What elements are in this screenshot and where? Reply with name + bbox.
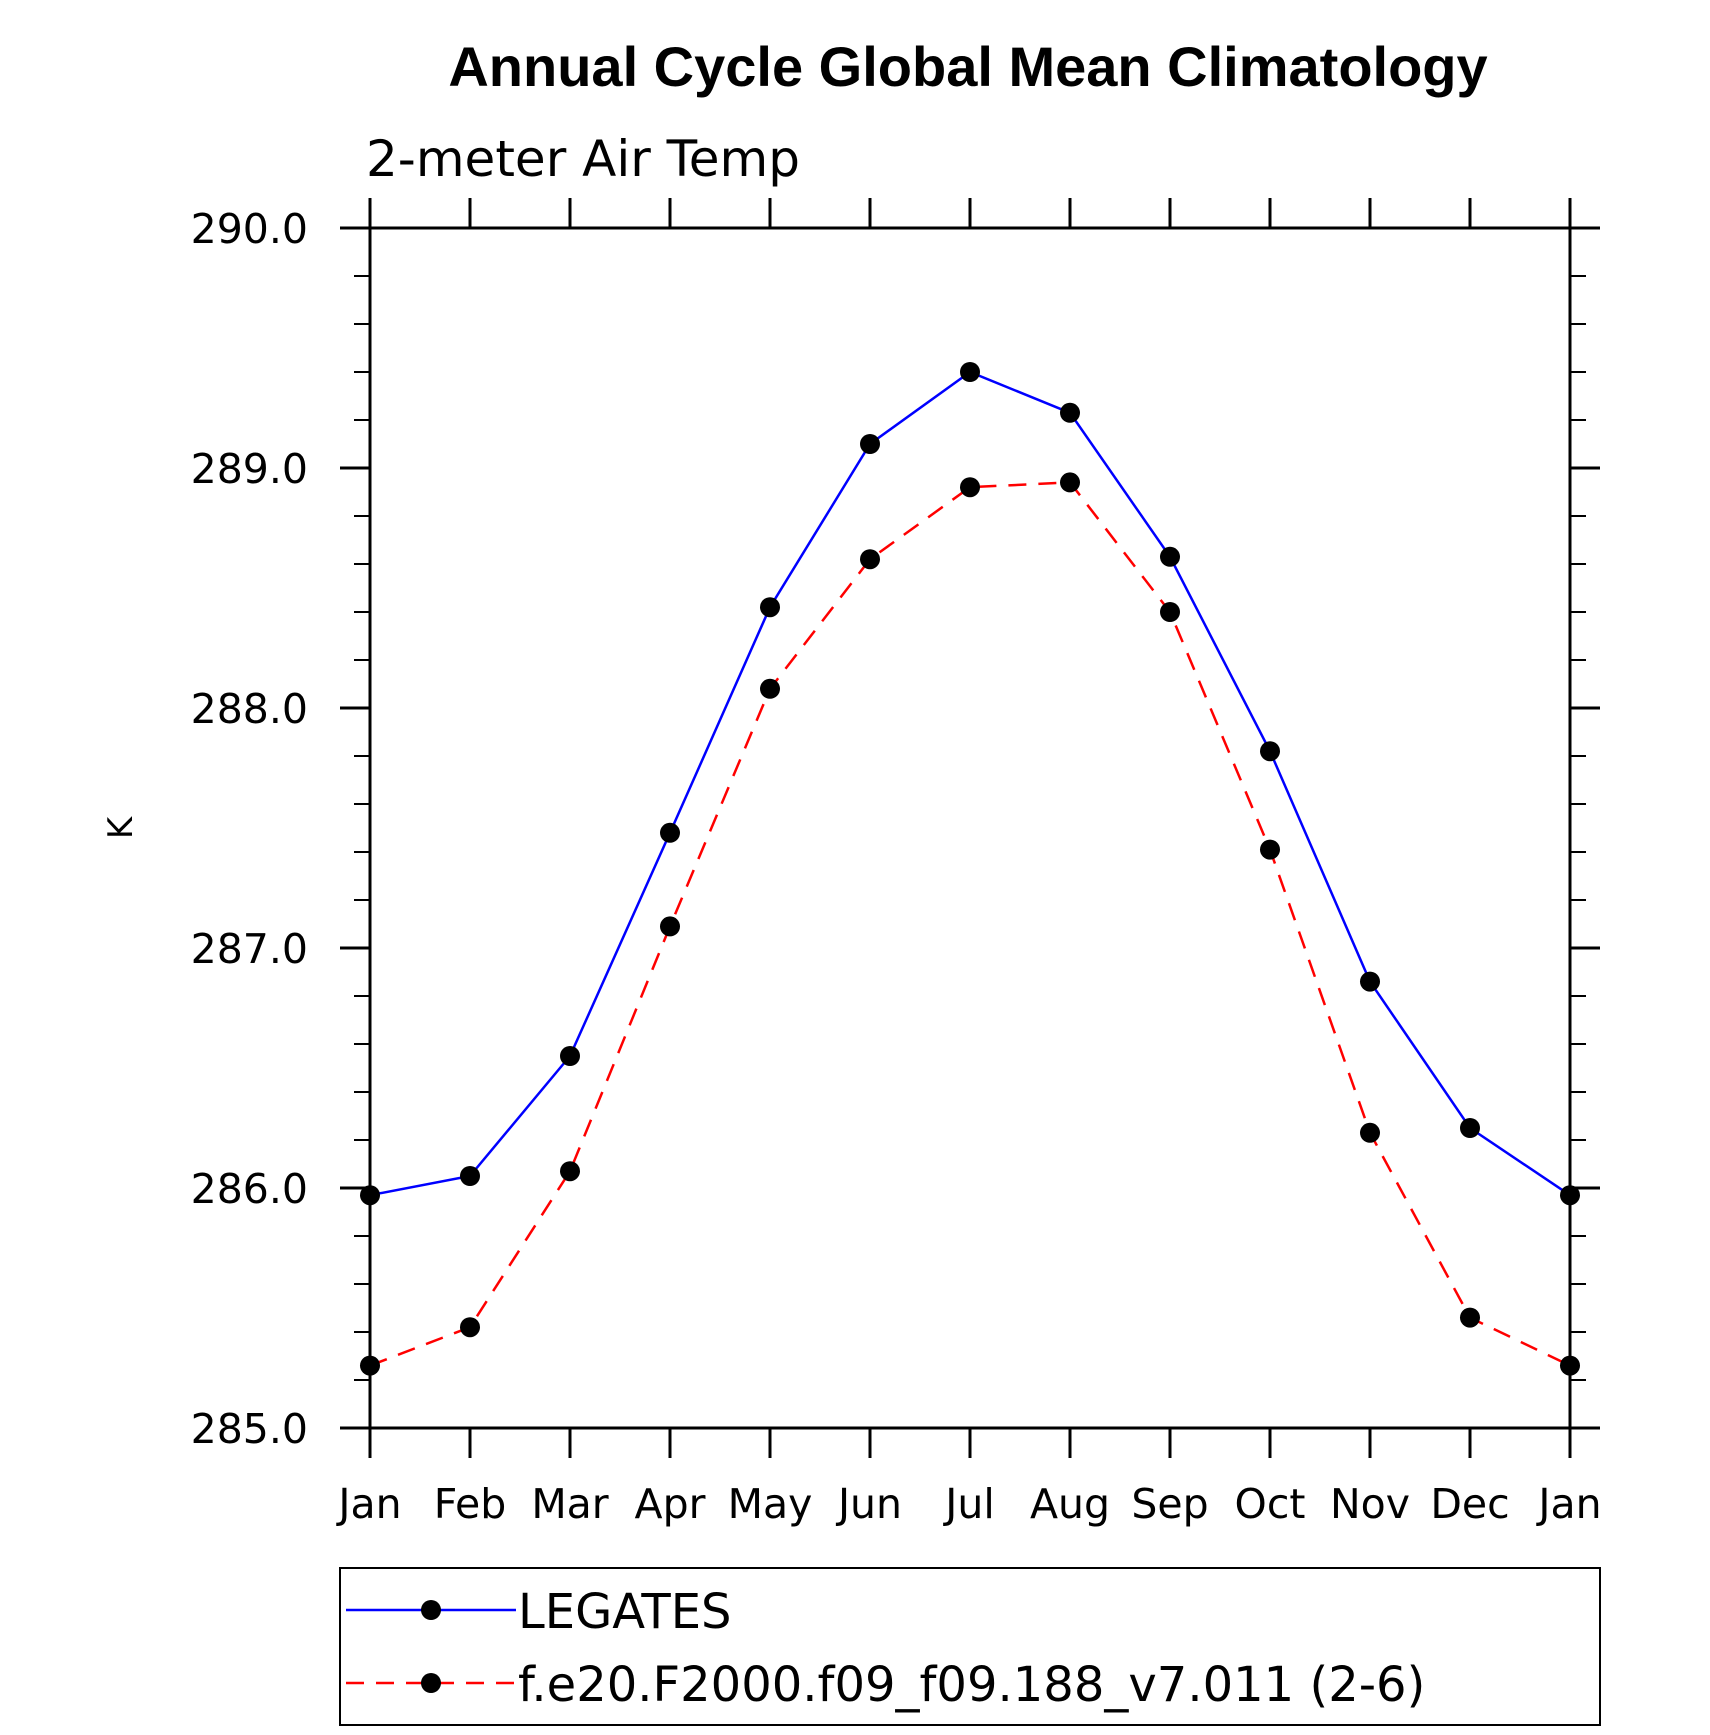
series-layer [360, 362, 1580, 1376]
series-1-point-9 [1260, 839, 1280, 860]
x-tick-label-4: May [728, 1480, 813, 1528]
series-0-point-8 [1160, 546, 1180, 567]
x-tick-label-12: Jan [1535, 1480, 1601, 1528]
y-tick-label-2: 287.0 [191, 925, 308, 973]
x-tick-label-9: Oct [1235, 1480, 1306, 1528]
series-0-point-6 [960, 362, 980, 382]
x-tick-labels: Jan Feb Mar Apr May Jun Jul Aug Sep Oct Nov Dec Jan [335, 1480, 1601, 1528]
legend-label-model: f.e20.F2000.f09_f09.188_v7.011 (2-6) [518, 1657, 1425, 1713]
series-0 [360, 362, 1580, 1206]
series-0-point-10 [1360, 971, 1380, 992]
y-tick-label-0: 285.0 [191, 1405, 308, 1453]
series-1-point-0 [360, 1355, 380, 1376]
series-1-point-11 [1460, 1307, 1480, 1328]
series-0-point-1 [460, 1166, 480, 1186]
series-1-point-8 [1160, 602, 1180, 622]
series-0-point-3 [660, 822, 680, 843]
series-0-point-0 [360, 1185, 380, 1206]
series-1-point-12 [1560, 1355, 1580, 1376]
series-0-point-9 [1260, 741, 1280, 762]
x-tick-label-3: Apr [635, 1480, 706, 1528]
chart-title: Annual Cycle Global Mean Climatology [448, 35, 1487, 98]
y-tick-label-5: 290.0 [191, 205, 308, 253]
series-1-point-3 [660, 916, 680, 937]
x-tick-label-0: Jan [335, 1480, 401, 1528]
series-1-point-4 [760, 678, 780, 699]
legend-box [339, 1567, 1601, 1726]
legend-marker-model [421, 1673, 441, 1693]
x-tick-label-6: Jul [942, 1480, 994, 1528]
series-0-point-11 [1460, 1118, 1480, 1138]
y-tick-label-4: 289.0 [191, 445, 308, 493]
x-tick-label-11: Dec [1430, 1480, 1509, 1528]
series-0-point-4 [760, 597, 780, 618]
y-tick-label-3: 288.0 [191, 685, 308, 733]
series-0-point-5 [860, 434, 880, 454]
x-tick-label-5: Jun [835, 1480, 902, 1528]
x-tick-label-8: Sep [1131, 1480, 1208, 1528]
series-1-point-2 [560, 1161, 580, 1182]
chart-subtitle: 2-meter Air Temp [366, 130, 800, 188]
legend-item-model: f.e20.F2000.f09_f09.188_v7.011 (2-6) [346, 1657, 1425, 1713]
series-1 [360, 472, 1580, 1376]
y-axis-label: K [101, 815, 141, 839]
series-1-point-7 [1060, 472, 1080, 493]
legend-item-legates: LEGATES [346, 1584, 732, 1640]
series-0-point-12 [1560, 1185, 1580, 1206]
legend-label-legates: LEGATES [518, 1584, 732, 1640]
series-line-1 [369, 481, 1571, 1367]
series-1-point-1 [460, 1317, 480, 1338]
series-1-point-10 [1360, 1122, 1380, 1143]
axis-ticks [340, 198, 1600, 1458]
x-tick-label-1: Feb [434, 1480, 507, 1528]
y-tick-label-1: 286.0 [191, 1165, 308, 1213]
series-1-point-6 [960, 477, 980, 498]
plot-frame [368, 226, 1572, 1430]
legend-marker-legates [421, 1600, 441, 1620]
series-0-point-2 [560, 1046, 580, 1066]
x-tick-label-7: Aug [1030, 1480, 1110, 1528]
x-tick-label-2: Mar [531, 1480, 608, 1528]
series-1-point-5 [860, 549, 880, 570]
y-tick-labels: 285.0 286.0 287.0 288.0 289.0 290.0 [191, 205, 308, 1453]
x-tick-label-10: Nov [1330, 1480, 1410, 1528]
series-0-point-7 [1060, 402, 1080, 423]
